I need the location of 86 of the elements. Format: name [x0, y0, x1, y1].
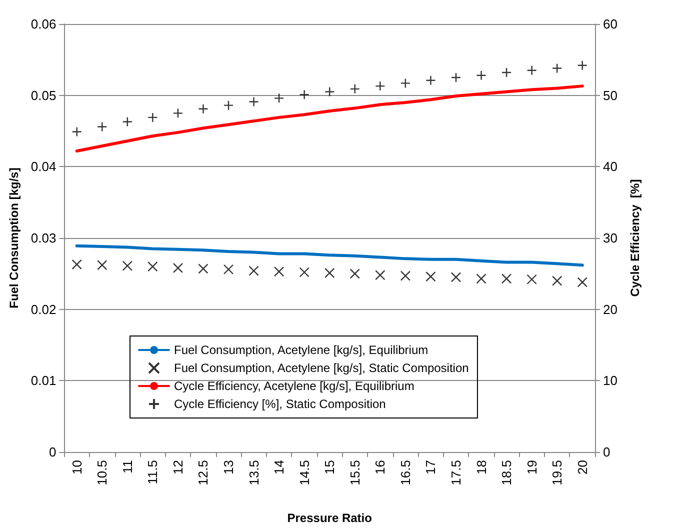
x-tick-label: 14: [272, 460, 287, 474]
point: [122, 260, 132, 271]
point: [501, 274, 512, 284]
point: [148, 112, 158, 123]
x-tick-label: 15.5: [347, 460, 362, 486]
x-tick-label: 14.5: [296, 460, 312, 486]
point: [552, 63, 562, 74]
point: [552, 276, 562, 286]
x-tick-label: 17: [423, 460, 438, 474]
point: [400, 270, 411, 281]
y2-tick-label: 30: [603, 230, 618, 246]
y2-tick-label: 0: [603, 444, 610, 460]
point: [198, 264, 208, 274]
x-tick-label: 17.5: [448, 460, 464, 486]
point: [72, 259, 82, 270]
point: [426, 271, 436, 282]
point: [375, 270, 386, 280]
point: [400, 78, 411, 88]
point: [350, 268, 360, 279]
point: [324, 268, 335, 278]
x-tick-label: 12.5: [196, 460, 211, 486]
x-tick-label: 13.5: [246, 460, 262, 486]
x-tick-label: 15: [322, 460, 338, 474]
point: [501, 67, 512, 78]
x-tick-label: 18.5: [499, 460, 514, 486]
point: [172, 108, 184, 118]
point: [72, 126, 82, 137]
point: [97, 122, 108, 132]
point: [248, 96, 259, 107]
y-tick-label: 0.04: [30, 159, 56, 174]
x-tick-label: 18: [474, 460, 489, 474]
x-tick-label: 12: [170, 460, 186, 474]
point: [577, 277, 588, 288]
line-series: [75, 84, 584, 152]
x-tick-label: 16.5: [398, 460, 413, 486]
y-tick-label: 0.03: [30, 230, 56, 246]
point: [450, 272, 462, 282]
line-series: [75, 244, 584, 267]
point: [198, 104, 208, 114]
legend-label: Cycle Efficiency [%], Static Composition: [174, 397, 386, 411]
point: [375, 80, 386, 92]
point: [350, 84, 360, 94]
point: [223, 100, 234, 110]
x-tick-label: 11.5: [145, 460, 160, 484]
legend-label: Cycle Efficiency, Acetylene [kg/s], Equilibrium: [174, 379, 414, 393]
point: [526, 65, 537, 76]
y-tick-label: 0: [48, 444, 56, 460]
point: [450, 72, 462, 83]
y2-tick-label: 20: [603, 302, 618, 317]
point: [274, 93, 284, 104]
point: [122, 116, 132, 127]
point: [324, 86, 335, 97]
y2-tick-label: 50: [603, 88, 618, 103]
point: [299, 267, 310, 278]
point: [476, 274, 486, 284]
x-tick-label: 13: [220, 460, 236, 474]
x-tick-label: 19: [524, 460, 540, 474]
y-tick-label: 0.02: [30, 302, 56, 317]
x-axis-title: Pressure Ratio: [287, 511, 372, 525]
x-tick-label: 20: [574, 460, 590, 474]
y2-tick-label: 10: [603, 373, 618, 388]
y2-tick-label: 40: [603, 159, 618, 174]
point: [476, 70, 486, 80]
point: [172, 262, 184, 274]
point: [426, 75, 436, 86]
point: [299, 90, 310, 100]
point: [248, 266, 259, 276]
x-tick-label: 10.5: [94, 460, 110, 486]
y2-axis-title: Cycle Efficiency [%]: [628, 179, 642, 297]
x-tick-label: 16: [372, 460, 388, 474]
point: [148, 261, 158, 272]
y-tick-label: 0.01: [30, 373, 56, 388]
y2-tick-label: 60: [603, 16, 618, 32]
point: [97, 260, 108, 270]
legend-label: Fuel Consumption, Acetylene [kg/s], Equilibrium: [174, 343, 428, 357]
y-axis-title: Fuel Consumption [kg/s]: [7, 168, 21, 308]
y-tick-label: 0.05: [30, 88, 56, 103]
x-tick-label: 11: [120, 460, 135, 474]
y-tick-label: 0.06: [30, 16, 56, 32]
point: [274, 266, 284, 277]
point: [577, 60, 588, 70]
legend-label: Fuel Consumption, Acetylene [kg/s], Static Composition: [174, 361, 469, 375]
point: [223, 264, 234, 274]
point: [526, 274, 537, 284]
x-tick-label: 10: [69, 460, 84, 474]
x-tick-label: 19.5: [550, 460, 565, 486]
